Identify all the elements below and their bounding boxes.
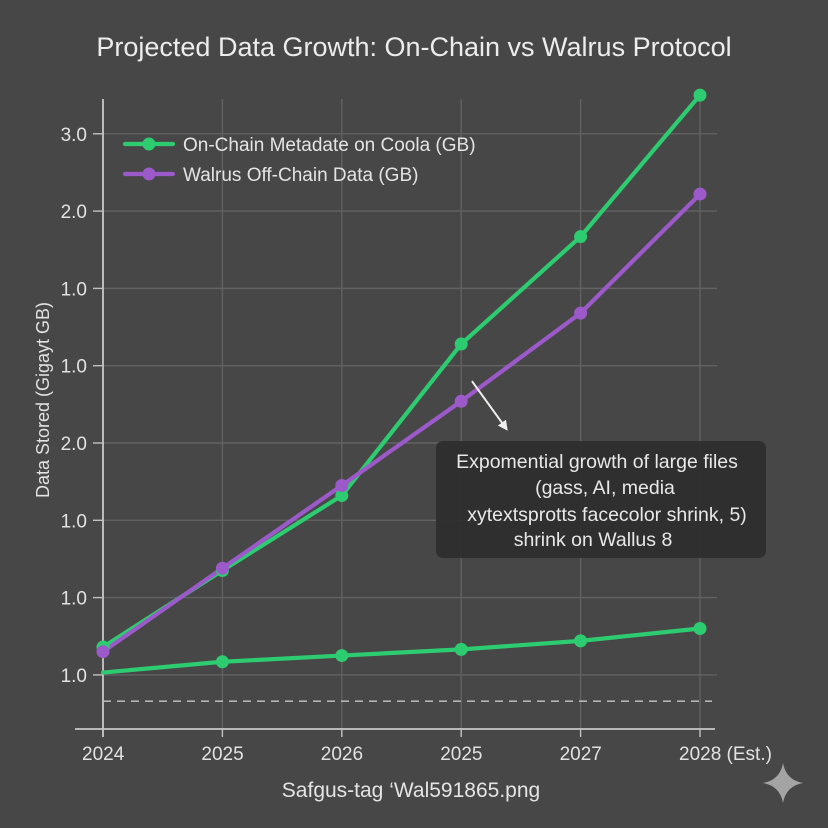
chart-title: Projected Data Growth: On-Chain vs Walru… (96, 32, 731, 62)
annotation-line: xytextsprotts facecolor shrink, 5) (467, 504, 747, 526)
data-point (335, 649, 349, 663)
annotation-arrow (471, 380, 508, 431)
y-tick-label: 2.0 (61, 434, 87, 455)
series-line-2 (100, 191, 703, 654)
series-line-3 (100, 626, 703, 675)
x-tick-label: 2024 (82, 744, 125, 765)
y-tick-label: 1.0 (61, 279, 87, 300)
data-point (454, 642, 468, 656)
data-point (693, 88, 707, 102)
legend-swatch-marker (142, 137, 156, 151)
data-point (335, 489, 349, 503)
y-tick-label: 1.0 (61, 357, 87, 378)
x-tick-label: 2025 (201, 744, 243, 765)
axes (75, 99, 715, 737)
data-point (454, 337, 468, 351)
data-point (96, 645, 110, 659)
annotation-line: Expomential growth of large files (456, 451, 738, 473)
data-points (96, 88, 707, 669)
sparkle-icon (763, 763, 803, 803)
data-point (574, 230, 588, 244)
data-point (335, 479, 349, 493)
x-tick-label: 2026 (321, 744, 363, 765)
legend-entry-walrus: Walrus Off-Chain Data (GB) (122, 165, 418, 186)
data-point (693, 622, 707, 636)
x-tick-label: 2028 (Est.) (679, 744, 772, 765)
series-lines (100, 93, 703, 675)
legend-label: Walrus Off-Chain Data (GB) (183, 165, 418, 186)
y-axis-label: Data Stored (Gigayt GB) (33, 302, 53, 498)
y-tick-label: 3.0 (61, 125, 87, 146)
annotation-box (436, 441, 766, 558)
legend: On-Chain Metadate on Coola (GB) Walrus O… (122, 135, 476, 186)
annotation-line: (gass, AI, media (535, 477, 675, 499)
y-tick-label: 1.0 (61, 511, 87, 532)
data-point (574, 634, 588, 648)
y-tick-label: 1.0 (61, 589, 87, 610)
y-tick-label: 2.0 (61, 202, 87, 223)
annotation-line: shrink on Wallus 8 (514, 529, 673, 551)
data-point (574, 306, 588, 320)
legend-entry-on-chain: On-Chain Metadate on Coola (GB) (122, 135, 476, 156)
annotation: Expomential growth of large files (gass,… (436, 380, 766, 558)
data-point (454, 394, 468, 408)
data-point (693, 187, 707, 201)
legend-label: On-Chain Metadate on Coola (GB) (183, 135, 476, 156)
x-tick-label: 2027 (560, 744, 602, 765)
y-tick-label: 1.0 (61, 666, 87, 687)
x-tick-label: 2025 (440, 744, 482, 765)
data-point (215, 561, 229, 575)
legend-swatch-marker (142, 167, 156, 181)
data-point (215, 655, 229, 669)
ticks: 1.0 1.0 1.0 2.0 1.0 1.0 2.0 3.0 2024 2025 2026 2025… (61, 125, 772, 765)
source-caption: Safgus-tag ‘Wal591865.png (282, 779, 540, 802)
